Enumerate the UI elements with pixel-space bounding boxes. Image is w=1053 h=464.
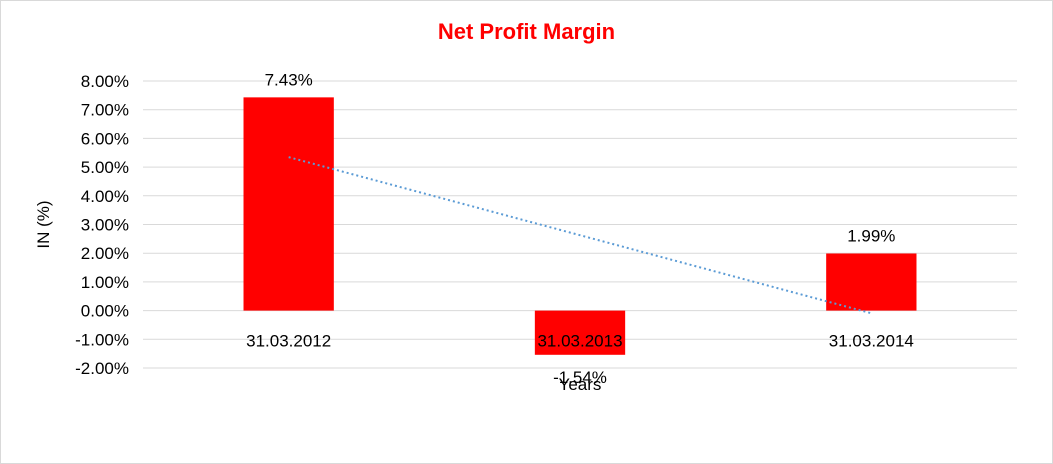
y-tick-labels: 8.00% 7.00% 6.00% 5.00% 4.00% 3.00% 2.00% 1.00%…: [75, 72, 129, 378]
y-tick-label: -2.00%: [75, 359, 129, 378]
trendline: [288, 156, 872, 315]
y-tick-label: 7.00%: [81, 101, 129, 120]
trendline-path: [288, 156, 872, 315]
category-label: 31.03.2014: [829, 332, 914, 351]
y-tick-label: 0.00%: [81, 302, 129, 321]
y-tick-label: 1.00%: [81, 273, 129, 292]
y-tick-label: 2.00%: [81, 244, 129, 263]
y-axis-title: IN (%): [34, 200, 53, 248]
data-label: -1.54%: [553, 368, 607, 387]
bars: [243, 97, 917, 355]
bar: [243, 97, 334, 311]
y-tick-label: 4.00%: [81, 187, 129, 206]
bar: [826, 253, 917, 311]
bar: [534, 310, 626, 355]
y-tick-label: -1.00%: [75, 330, 129, 349]
y-tick-label: 3.00%: [81, 216, 129, 235]
data-label: 7.43%: [265, 70, 313, 89]
chart-title: Net Profit Margin: [437, 19, 616, 44]
y-tick-label: 6.00%: [81, 129, 129, 148]
category-label: 31.03.2013: [537, 332, 622, 351]
data-labels: 7.43% -1.54% 1.99%: [265, 70, 896, 386]
y-tick-label: 8.00%: [81, 72, 129, 91]
data-label: 1.99%: [847, 226, 895, 245]
category-label: 31.03.2012: [246, 332, 331, 351]
category-labels: 31.03.2012 31.03.2013 31.03.2014: [246, 332, 914, 351]
y-tick-label: 5.00%: [81, 158, 129, 177]
x-axis-title: Years: [559, 375, 602, 394]
